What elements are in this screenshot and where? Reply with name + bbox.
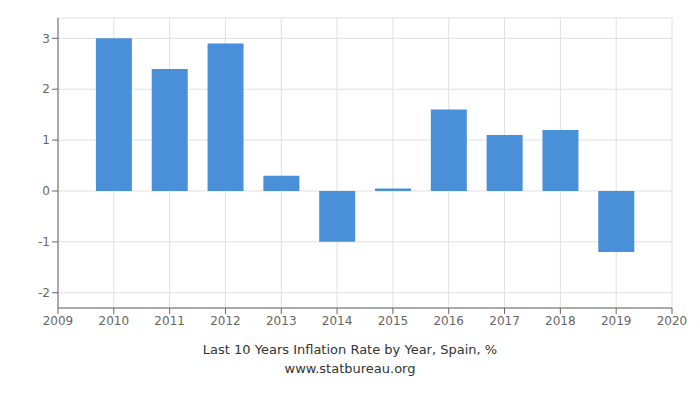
svg-text:2: 2: [42, 82, 50, 96]
svg-text:2017: 2017: [489, 314, 520, 328]
svg-text:2014: 2014: [322, 314, 353, 328]
svg-text:1: 1: [42, 133, 50, 147]
svg-text:2015: 2015: [378, 314, 409, 328]
html-text:Last 10 Years Inflation Rate b: Last 10 Years Inflation Rate by Year, Sp…: [202, 342, 498, 357]
svg-text:0: 0: [42, 184, 50, 198]
svg-text:3: 3: [42, 32, 50, 46]
svg-text:2016: 2016: [433, 314, 464, 328]
svg-text:-1: -1: [38, 235, 50, 249]
svg-text:2019: 2019: [601, 314, 632, 328]
html-text:www.statbureau.org: www.statbureau.org: [284, 361, 416, 376]
svg-text:2011: 2011: [154, 314, 185, 328]
svg-text:-2: -2: [38, 286, 50, 300]
svg-text:2009: 2009: [43, 314, 74, 328]
svg-text:2012: 2012: [210, 314, 241, 328]
svg-text:2013: 2013: [266, 314, 297, 328]
svg-text:2018: 2018: [545, 314, 576, 328]
svg-text:2010: 2010: [99, 314, 130, 328]
svg-text:2020: 2020: [657, 314, 688, 328]
